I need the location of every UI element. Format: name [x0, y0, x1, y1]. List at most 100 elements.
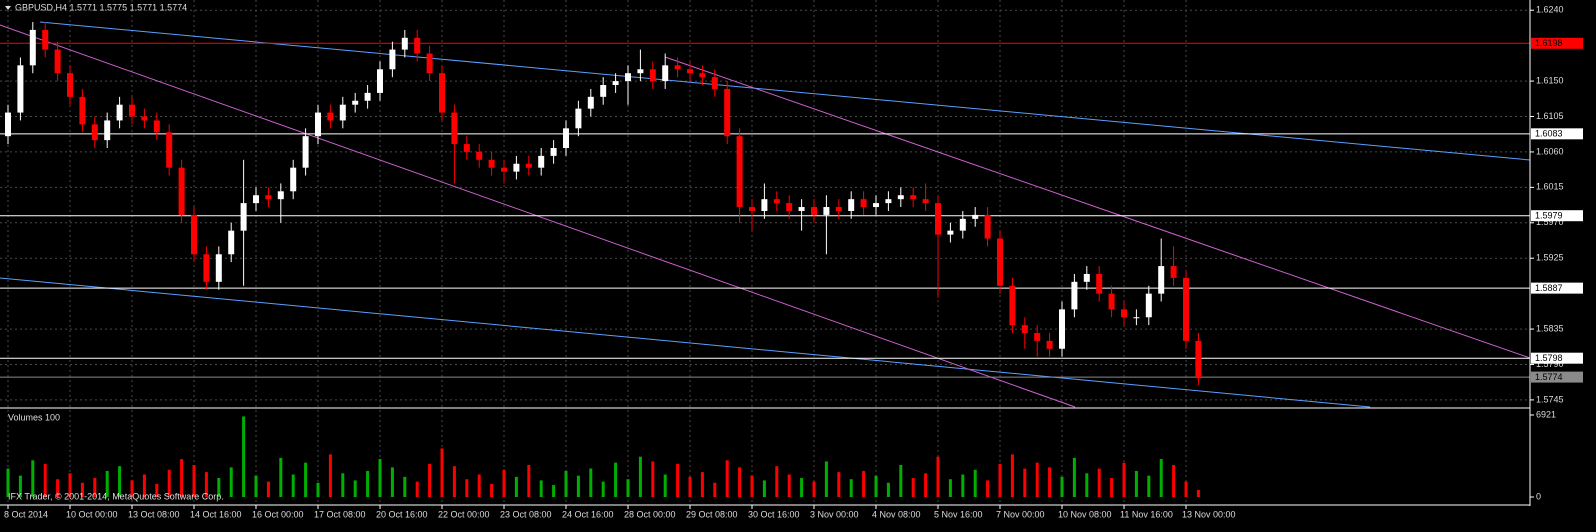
volume-bar — [800, 478, 804, 497]
candle-body — [191, 214, 197, 255]
x-tick-label: 8 Oct 2014 — [4, 509, 48, 519]
x-tick-label: 3 Nov 00:00 — [810, 509, 859, 519]
volume-bar — [341, 473, 345, 497]
candle-body — [1096, 273, 1103, 294]
candle-body — [513, 163, 520, 172]
candle-body — [563, 128, 569, 148]
volume-bar — [1085, 473, 1089, 497]
candle-body — [277, 191, 284, 200]
candle-body — [835, 207, 842, 211]
candle-body — [463, 144, 470, 152]
volume-bar — [899, 465, 903, 497]
y-tick-label: 1.6060 — [1536, 146, 1564, 156]
volume-bar — [118, 466, 122, 497]
volume-bar — [986, 480, 990, 497]
volume-bar — [1048, 467, 1052, 497]
volume-bar — [837, 472, 841, 497]
trend-line — [0, 277, 1371, 408]
candle-body — [1083, 273, 1090, 282]
candle-body — [1195, 340, 1202, 378]
volume-bar — [180, 459, 184, 497]
volume-bar — [874, 475, 878, 497]
x-tick-label: 13 Nov 00:00 — [1182, 509, 1236, 519]
candle-body — [649, 69, 656, 82]
volume-bar — [155, 483, 159, 497]
candle-body — [1121, 309, 1127, 318]
y-tick-label: 1.6015 — [1536, 182, 1564, 192]
candle-body — [364, 92, 371, 101]
volume-bar — [43, 463, 47, 497]
volume-bar — [998, 463, 1002, 497]
volume-bar — [576, 475, 580, 497]
x-tick-label: 23 Oct 08:00 — [500, 509, 552, 519]
volume-bar — [105, 470, 109, 497]
candle-body — [860, 199, 867, 208]
candle-body — [711, 77, 718, 89]
x-tick-label: 28 Oct 00:00 — [624, 509, 676, 519]
volume-bar — [31, 460, 35, 497]
y-tick-label: 1.6105 — [1536, 111, 1564, 121]
volume-bar — [1097, 468, 1101, 497]
volume-bar — [80, 482, 84, 497]
candle-body — [662, 65, 669, 82]
candle-body — [724, 88, 731, 137]
x-tick-label: 17 Oct 08:00 — [314, 509, 366, 519]
volume-bar — [1184, 481, 1188, 497]
volume-bar — [862, 470, 866, 497]
candle-body — [153, 120, 160, 133]
x-tick-label: 10 Nov 08:00 — [1058, 509, 1112, 519]
candle-body — [773, 199, 780, 204]
grid-layer — [0, 0, 1530, 505]
candle-body — [166, 132, 173, 168]
volume-bar — [1147, 475, 1151, 497]
candle-body — [116, 104, 123, 121]
candle-body — [476, 151, 483, 160]
volume-bar — [725, 460, 729, 497]
level-label-box — [1531, 128, 1583, 140]
candle-body — [439, 73, 445, 113]
volume-bar — [56, 479, 60, 497]
candle-body — [625, 73, 631, 82]
volume-bar — [948, 479, 952, 497]
candle-body — [873, 203, 879, 208]
level-label: 1.6083 — [1535, 129, 1563, 139]
candle-body — [1046, 340, 1053, 349]
volume-bar — [440, 448, 444, 497]
volume-bar — [936, 456, 940, 497]
candle-body — [1133, 317, 1140, 319]
volume-bar — [1172, 465, 1176, 497]
candle-body — [935, 203, 941, 235]
x-tick-label: 14 Oct 16:00 — [190, 509, 242, 519]
candle-body — [488, 159, 495, 168]
volume-bar — [254, 475, 258, 497]
candle-body — [823, 207, 830, 215]
volume-bar — [1196, 489, 1200, 497]
candle-body — [1183, 277, 1189, 341]
candle-body — [377, 69, 383, 93]
volume-bar — [1010, 454, 1014, 497]
volume-bar — [465, 479, 469, 497]
volume-bar — [452, 466, 456, 497]
volume-bar — [614, 462, 618, 497]
volume-bar — [266, 481, 270, 497]
volume-title: Volumes 100 — [8, 412, 60, 422]
candle-body — [54, 49, 61, 74]
volume-bar — [415, 481, 419, 497]
volume-bar — [353, 480, 357, 497]
candle-body — [129, 104, 135, 117]
y-tick-label: 1.6150 — [1536, 75, 1564, 85]
candle-body — [42, 29, 49, 50]
volume-bar — [700, 472, 704, 497]
candle-body — [67, 73, 73, 97]
level-label-box — [1531, 37, 1583, 49]
candle-body — [1021, 325, 1028, 333]
x-tick-label: 20 Oct 16:00 — [376, 509, 428, 519]
level-label: 1.5979 — [1535, 211, 1563, 221]
volume-bar — [539, 480, 543, 497]
volume-bar — [403, 476, 407, 497]
x-tick-label: 7 Nov 00:00 — [996, 509, 1045, 519]
candle-body — [761, 199, 768, 211]
menu-icon[interactable] — [5, 6, 11, 10]
candle-body — [91, 124, 98, 141]
candle-body — [972, 214, 979, 219]
